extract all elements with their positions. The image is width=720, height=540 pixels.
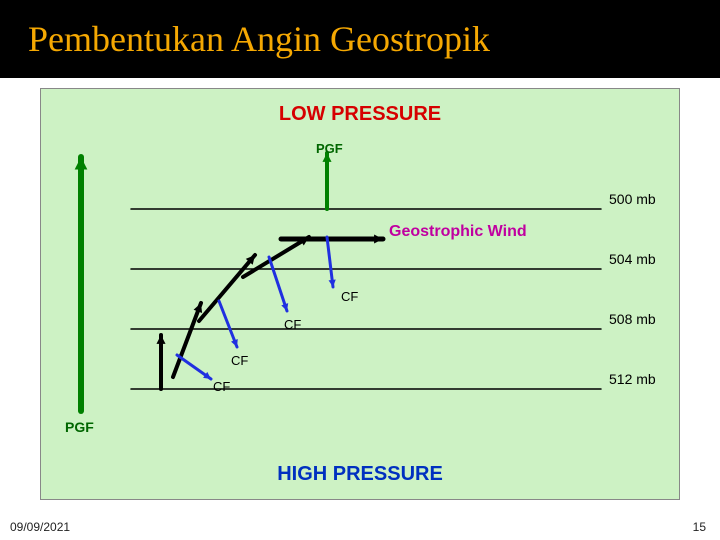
isobar-label: 508 mb bbox=[609, 311, 656, 327]
cf-label: CF bbox=[213, 379, 230, 394]
slide: Pembentukan Angin Geostropik LOW PRESSUR… bbox=[0, 0, 720, 540]
isobar-label: 504 mb bbox=[609, 251, 656, 267]
slide-title: Pembentukan Angin Geostropik bbox=[28, 18, 490, 60]
isobar-label: 500 mb bbox=[609, 191, 656, 207]
pgf-top-label: PGF bbox=[316, 141, 343, 156]
diagram-svg bbox=[41, 89, 681, 501]
isobar-label: 512 mb bbox=[609, 371, 656, 387]
cf-label: CF bbox=[231, 353, 248, 368]
low-pressure-label: LOW PRESSURE bbox=[41, 103, 679, 126]
cf-label: CF bbox=[341, 289, 358, 304]
diagram-frame: LOW PRESSURE HIGH PRESSURE Geostrophic W… bbox=[40, 88, 680, 500]
pgf-left-label: PGF bbox=[65, 419, 94, 435]
title-bar: Pembentukan Angin Geostropik bbox=[0, 0, 720, 78]
footer-page: 15 bbox=[693, 520, 706, 534]
high-pressure-label: HIGH PRESSURE bbox=[41, 463, 679, 486]
geostrophic-wind-label: Geostrophic Wind bbox=[389, 223, 527, 241]
cf-label: CF bbox=[284, 317, 301, 332]
footer-date: 09/09/2021 bbox=[10, 520, 70, 534]
